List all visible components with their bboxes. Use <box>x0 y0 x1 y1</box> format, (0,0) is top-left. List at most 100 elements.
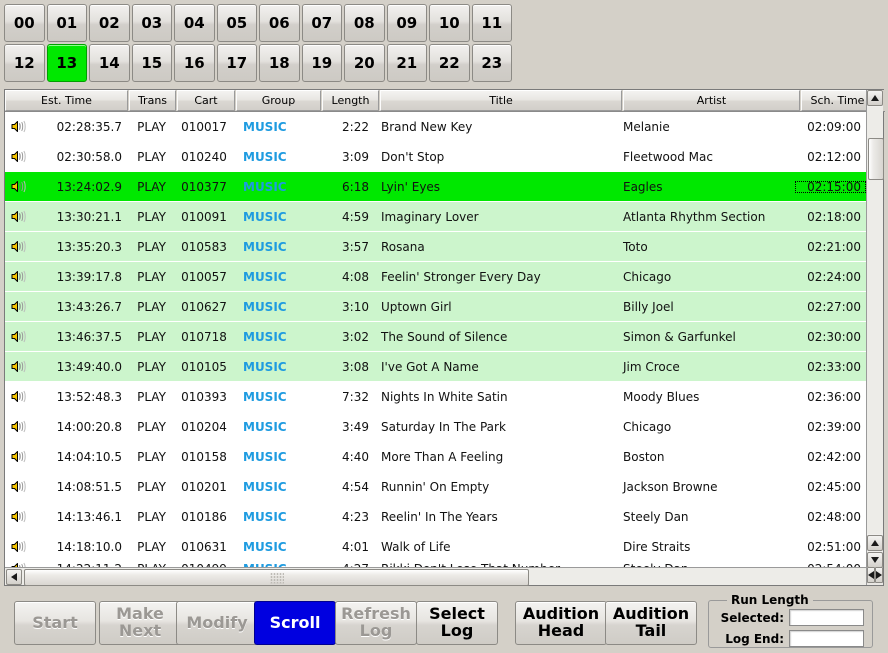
column-header-group[interactable]: Group <box>236 90 321 111</box>
cell-trans: PLAY <box>128 562 175 568</box>
cell-group: MUSIC <box>243 149 287 164</box>
hour-button-18[interactable]: 18 <box>259 44 300 82</box>
selected-value-field[interactable] <box>789 609 864 626</box>
table-row[interactable]: 13:24:02.9 PLAY 010377 MUSIC 6:18 Lyin' Eyes E… <box>5 172 868 202</box>
scroll-right-button-corner[interactable] <box>875 567 883 583</box>
scroll-button[interactable]: Scroll <box>254 601 336 645</box>
table-row[interactable]: 14:00:20.8 PLAY 010204 MUSIC 3:49 Saturday In… <box>5 412 868 442</box>
cell-est-time: 14:18:10.0 <box>56 539 122 554</box>
table-row[interactable]: 13:46:37.5 PLAY 010718 MUSIC 3:02 The Sound o… <box>5 322 868 352</box>
vertical-scrollbar[interactable] <box>866 90 884 568</box>
cell-length: 2:22 <box>342 119 369 134</box>
hour-button-02[interactable]: 02 <box>89 4 130 42</box>
audio-icon-svg <box>11 360 26 373</box>
table-header-row: Est. Time Trans Cart Group Length Title Artist… <box>5 90 885 112</box>
vertical-scrollbar-track[interactable] <box>867 107 883 534</box>
hour-button-07[interactable]: 07 <box>301 4 342 42</box>
hour-button-13[interactable]: 13 <box>46 44 87 82</box>
cell-trans: PLAY <box>137 539 166 554</box>
hour-button-22[interactable]: 22 <box>429 44 470 82</box>
audio-icon-svg <box>11 540 26 553</box>
vertical-scrollbar-thumb[interactable] <box>868 138 884 180</box>
horizontal-scrollbar-thumb[interactable] <box>24 569 529 586</box>
scroll-up-button-secondary[interactable] <box>867 535 883 551</box>
log-table-body[interactable]: 02:28:35.7 PLAY 010017 MUSIC 2:22 Brand New K… <box>5 112 868 568</box>
scroll-left-button[interactable] <box>6 569 22 585</box>
cell-length: 4:27 <box>318 562 375 568</box>
make-next-button[interactable]: Make Next <box>99 601 181 645</box>
table-row[interactable]: 02:30:58.0 PLAY 010240 MUSIC 3:09 Don't Stop F… <box>5 142 868 172</box>
modify-button[interactable]: Modify <box>176 601 258 645</box>
hour-button-08[interactable]: 08 <box>344 4 385 42</box>
hour-button-12[interactable]: 12 <box>4 44 45 82</box>
audio-icon-svg <box>11 420 26 433</box>
hour-button-03[interactable]: 03 <box>131 4 172 42</box>
hour-button-01[interactable]: 01 <box>46 4 87 42</box>
refresh-log-button[interactable]: Refresh Log <box>335 601 417 645</box>
select-log-button[interactable]: Select Log <box>416 601 498 645</box>
column-header-sch-time[interactable]: Sch. Time <box>801 90 874 111</box>
cell-title: Lyin' Eyes <box>381 179 441 194</box>
table-row[interactable]: 13:30:21.1 PLAY 010091 MUSIC 4:59 Imaginary L… <box>5 202 868 232</box>
cell-est-time: 13:30:21.1 <box>56 209 122 224</box>
table-row[interactable]: 14:18:10.0 PLAY 010631 MUSIC 4:01 Walk of Lif… <box>5 532 868 562</box>
table-row[interactable]: 13:43:26.7 PLAY 010627 MUSIC 3:10 Uptown Girl… <box>5 292 868 322</box>
hour-button-14[interactable]: 14 <box>89 44 130 82</box>
table-row[interactable]: 14:22:11.2PLAY010499MUSIC4:27Rikki Don't… <box>5 562 868 568</box>
audition-head-button[interactable]: Audition Head <box>515 601 607 645</box>
column-header-cart[interactable]: Cart <box>177 90 235 111</box>
chevron-up-icon <box>871 540 879 546</box>
cell-trans: PLAY <box>137 209 166 224</box>
audio-icon <box>5 510 31 523</box>
hour-button-20[interactable]: 20 <box>344 44 385 82</box>
table-row[interactable]: 13:39:17.8 PLAY 010057 MUSIC 4:08 Feelin' Str… <box>5 262 868 292</box>
hour-button-06[interactable]: 06 <box>259 4 300 42</box>
hour-button-05[interactable]: 05 <box>216 4 257 42</box>
hour-button-00[interactable]: 00 <box>4 4 45 42</box>
cell-artist: Atlanta Rhythm Section <box>623 209 766 224</box>
horizontal-scrollbar[interactable] <box>5 567 868 586</box>
cell-cart: 010377 <box>181 179 227 194</box>
table-row[interactable]: 02:28:35.7 PLAY 010017 MUSIC 2:22 Brand New K… <box>5 112 868 142</box>
cell-trans: PLAY <box>137 389 166 404</box>
log-end-value-field[interactable] <box>789 630 864 647</box>
cell-est-time: 02:28:35.7 <box>56 119 122 134</box>
start-button[interactable]: Start <box>14 601 96 645</box>
hour-button-17[interactable]: 17 <box>216 44 257 82</box>
column-header-title[interactable]: Title <box>380 90 622 111</box>
cell-length: 4:23 <box>342 509 369 524</box>
hour-button-21[interactable]: 21 <box>386 44 427 82</box>
select-log-button-label: Select Log <box>429 604 485 640</box>
table-row[interactable]: 14:13:46.1 PLAY 010186 MUSIC 4:23 Reelin' In … <box>5 502 868 532</box>
hour-button-09[interactable]: 09 <box>386 4 427 42</box>
hour-button-11[interactable]: 11 <box>471 4 512 42</box>
table-row[interactable]: 13:35:20.3 PLAY 010583 MUSIC 3:57 Rosana Toto 0… <box>5 232 868 262</box>
cell-length: 4:54 <box>342 479 369 494</box>
scroll-up-button[interactable] <box>867 90 883 106</box>
table-row[interactable]: 13:49:40.0 PLAY 010105 MUSIC 3:08 I've Got A … <box>5 352 868 382</box>
scroll-left-button-corner[interactable] <box>867 567 875 583</box>
audition-tail-button[interactable]: Audition Tail <box>605 601 697 645</box>
column-header-trans[interactable]: Trans <box>129 90 176 111</box>
cell-cart: 010057 <box>181 269 227 284</box>
cell-trans: PLAY <box>137 179 166 194</box>
column-header-length[interactable]: Length <box>322 90 379 111</box>
cell-group: MUSIC <box>233 562 318 568</box>
scrollbar-corner[interactable] <box>866 567 883 585</box>
cell-length: 4:08 <box>342 269 369 284</box>
table-row[interactable]: 14:08:51.5 PLAY 010201 MUSIC 4:54 Runnin' On … <box>5 472 868 502</box>
hour-button-16[interactable]: 16 <box>174 44 215 82</box>
hour-button-04[interactable]: 04 <box>174 4 215 42</box>
table-row[interactable]: 14:04:10.5 PLAY 010158 MUSIC 4:40 More Than A… <box>5 442 868 472</box>
hour-button-15[interactable]: 15 <box>131 44 172 82</box>
column-header-est-time[interactable]: Est. Time <box>5 90 128 111</box>
audio-icon-svg <box>11 562 26 568</box>
scroll-down-button[interactable] <box>867 552 883 568</box>
cell-length: 6:18 <box>342 179 369 194</box>
hour-button-23[interactable]: 23 <box>471 44 512 82</box>
audio-icon-svg <box>11 120 26 133</box>
table-row[interactable]: 13:52:48.3 PLAY 010393 MUSIC 7:32 Nights In W… <box>5 382 868 412</box>
column-header-artist[interactable]: Artist <box>623 90 800 111</box>
hour-button-10[interactable]: 10 <box>429 4 470 42</box>
hour-button-19[interactable]: 19 <box>301 44 342 82</box>
